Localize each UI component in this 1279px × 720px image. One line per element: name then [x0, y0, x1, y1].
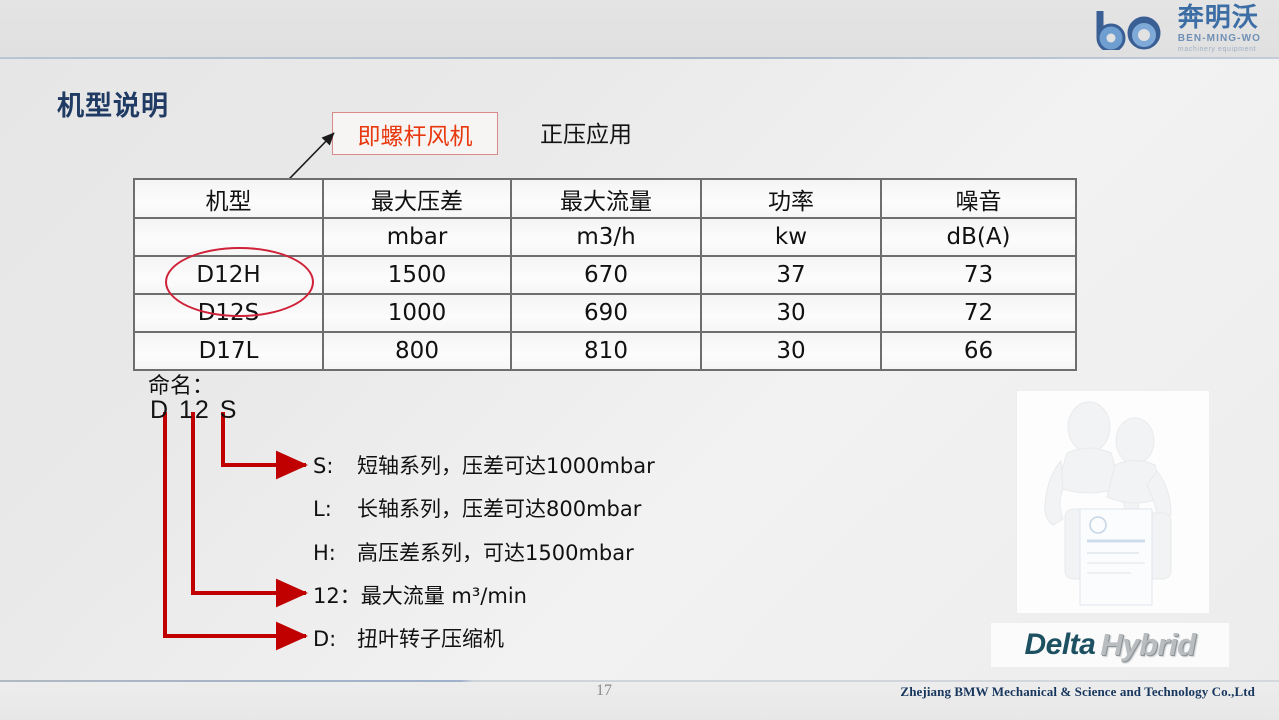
footer-band — [0, 682, 1279, 720]
table-cell-pressure: 1000 — [322, 293, 512, 333]
delta-hybrid-logo: Delta Hybrid — [991, 623, 1229, 667]
table-unit-cell: m3/h — [510, 217, 702, 257]
legend-key: L: — [313, 497, 332, 521]
legend-text: 短轴系列，压差可达1000mbar — [357, 454, 655, 478]
table-cell-power: 30 — [700, 331, 882, 371]
table-cell-noise: 72 — [880, 293, 1077, 333]
table-cell-power: 37 — [700, 255, 882, 295]
table-header-cell: 最大压差 — [322, 178, 512, 219]
hybrid-word: Hybrid — [1100, 627, 1196, 662]
legend-key: H: — [313, 541, 336, 565]
table-cell-pressure: 1500 — [322, 255, 512, 295]
legend-text: 最大流量 m³/min — [360, 584, 527, 608]
legend-text: 扭叶转子压缩机 — [357, 627, 504, 651]
table-unit-cell: kw — [700, 217, 882, 257]
table-cell-flow: 670 — [510, 255, 702, 295]
bo-monogram-icon — [1092, 8, 1174, 50]
table-unit-cell: mbar — [322, 217, 512, 257]
legend-item-12: 12：最大流量 m³/min — [313, 580, 527, 610]
table-cell-flow: 690 — [510, 293, 702, 333]
table-header-cell: 噪音 — [880, 178, 1077, 219]
connector-12 — [191, 412, 308, 608]
table-cell-noise: 73 — [880, 255, 1077, 295]
delta-word: Delta — [1024, 628, 1096, 661]
page-number: 17 — [596, 682, 612, 699]
legend-item-l: L: 长轴系列，压差可达800mbar — [313, 493, 641, 523]
callout-text: 即螺杆风机 — [357, 123, 473, 150]
connector-d — [163, 412, 308, 651]
header-divider — [0, 57, 1279, 59]
logo-english-name: BEN-MING-WO — [1177, 33, 1261, 44]
table-cell-power: 30 — [700, 293, 882, 333]
table-cell-model: D17L — [133, 331, 324, 371]
table-row: D12H 1500 670 37 73 — [133, 255, 1077, 295]
naming-code: D 12 S — [150, 396, 239, 424]
spec-table: 机型 最大压差 最大流量 功率 噪音 mbar m3/h kw dB(A) D1… — [133, 178, 1077, 371]
legend-text: 长轴系列，压差可达800mbar — [357, 497, 642, 521]
company-logo: 奔明沃 BEN-MING-WO machinery equipment — [1043, 4, 1261, 54]
table-row: D12S 1000 690 30 72 — [133, 293, 1077, 333]
footer-divider — [0, 680, 1279, 682]
logo-text-block: 奔明沃 BEN-MING-WO machinery equipment — [1178, 5, 1261, 53]
two-robots-holding-certificate-photo — [1016, 390, 1210, 614]
table-unit-cell — [133, 217, 324, 257]
table-cell-pressure: 800 — [322, 331, 512, 371]
footer-company-name: Zhejiang BMW Mechanical & Science and Te… — [900, 684, 1255, 699]
table-cell-model: D12S — [133, 293, 324, 333]
table-header-cell: 最大流量 — [510, 178, 702, 219]
table-cell-noise: 66 — [880, 331, 1077, 371]
legend-key: 12： — [313, 584, 361, 608]
table-cell-model: D12H — [133, 255, 324, 295]
table-units-row: mbar m3/h kw dB(A) — [133, 217, 1077, 257]
table-header-cell: 功率 — [700, 178, 882, 219]
naming-label: 命名： — [148, 374, 215, 399]
logo-chinese-name: 奔明沃 — [1177, 3, 1259, 33]
legend-item-d: D: 扭叶转子压缩机 — [313, 623, 504, 653]
legend-item-h: H: 高压差系列，可达1500mbar — [313, 537, 634, 567]
table-header-row: 机型 最大压差 最大流量 功率 噪音 — [133, 178, 1077, 219]
legend-text: 高压差系列，可达1500mbar — [357, 541, 634, 565]
table-unit-cell: dB(A) — [880, 217, 1077, 257]
legend-key: S: — [313, 454, 334, 478]
application-label: 正压应用 — [540, 122, 632, 148]
header-band — [0, 0, 1279, 58]
page-title: 机型说明 — [57, 91, 169, 122]
legend-item-s: S: 短轴系列，压差可达1000mbar — [313, 450, 655, 480]
table-row: D17L 800 810 30 66 — [133, 331, 1077, 371]
table-cell-flow: 810 — [510, 331, 702, 371]
legend-key: D: — [313, 627, 337, 651]
table-header-cell: 机型 — [133, 178, 324, 219]
callout-box: 即螺杆风机 — [332, 112, 498, 155]
logo-tagline: machinery equipment — [1177, 46, 1257, 53]
